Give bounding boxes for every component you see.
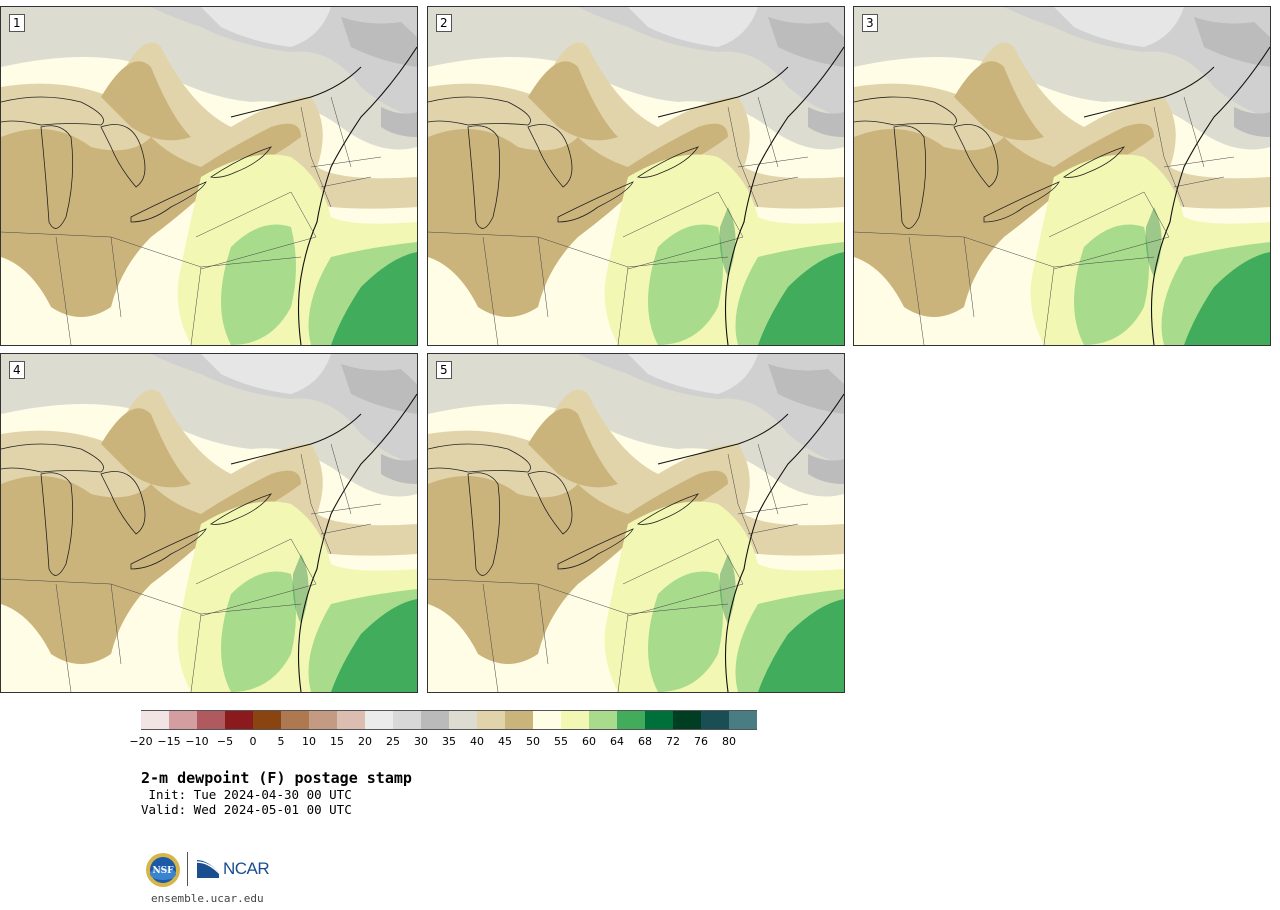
colorbar-swatch [281,710,309,730]
colorbar-swatch [505,710,533,730]
colorbar-swatch [337,710,365,730]
colorbar-swatch [701,710,729,730]
colorbar-swatch [645,710,673,730]
colorbar-tick-label: −5 [216,735,234,748]
colorbar-tick-label: −10 [185,735,209,748]
colorbar-tick-label: 55 [554,735,568,748]
colorbar-swatch [533,710,561,730]
dewpoint-map [854,7,1270,345]
dewpoint-map [428,354,844,692]
colorbar-tick-label: −20 [129,735,153,748]
map-panel-4: 4 [0,353,418,693]
dewpoint-map [1,354,417,692]
colorbar-swatch [421,710,449,730]
website-url: ensemble.ucar.edu [151,892,264,905]
chart-title: 2-m dewpoint (F) postage stamp [141,769,412,787]
map-panel-2: 2 [427,6,845,346]
dewpoint-map [428,7,844,345]
colorbar-tick-label: 76 [694,735,708,748]
colorbar-swatch [141,710,169,730]
colorbar-tick-label: 30 [414,735,428,748]
colorbar-tick-label: 10 [302,735,316,748]
svg-text:NSF: NSF [152,866,174,876]
colorbar-swatch [197,710,225,730]
colorbar-swatch [449,710,477,730]
colorbar-tick-label: 0 [249,735,257,748]
panel-label: 1 [9,14,25,32]
panel-label: 5 [436,361,452,379]
dewpoint-map [1,7,417,345]
colorbar-swatch [589,710,617,730]
colorbar-swatch [393,710,421,730]
colorbar-tick-label: 35 [442,735,456,748]
colorbar-swatch [225,710,253,730]
colorbar-tick-label: 50 [526,735,540,748]
logos: NSF NCAR [145,850,285,890]
valid-time: Valid: Wed 2024-05-01 00 UTC [141,802,352,817]
logo-divider [187,852,188,886]
colorbar-tick-label: 20 [358,735,372,748]
colorbar-tick-label: 64 [610,735,624,748]
colorbar-tick-label: 68 [638,735,652,748]
panel-label: 4 [9,361,25,379]
nsf-logo: NSF [146,853,180,887]
init-time: Init: Tue 2024-04-30 00 UTC [141,787,352,802]
colorbar-tick-label: 40 [470,735,484,748]
colorbar-ticks: −20 −15 −10 −5 0 5 10 15 20 25 30 35 40 45 50 55 60 64 68 7… [129,735,781,749]
colorbar-swatch [617,710,645,730]
colorbar-swatch [673,710,701,730]
colorbar-tick-label: 60 [582,735,596,748]
colorbar-swatch [365,710,393,730]
colorbar [141,710,757,730]
colorbar-swatch [561,710,589,730]
panel-label: 2 [436,14,452,32]
panel-label: 3 [862,14,878,32]
colorbar-tick-label: 72 [666,735,680,748]
map-panel-1: 1 [0,6,418,346]
colorbar-swatch [309,710,337,730]
colorbar-tick-label: 5 [277,735,285,748]
map-panel-5: 5 [427,353,845,693]
map-panel-3: 3 [853,6,1271,346]
colorbar-tick-label: 25 [386,735,400,748]
colorbar-swatch [477,710,505,730]
colorbar-tick-label: 15 [330,735,344,748]
colorbar-swatch [729,710,757,730]
ncar-logo: NCAR [197,858,277,880]
colorbar-tick-label: 80 [722,735,736,748]
colorbar-tick-label: −15 [157,735,181,748]
colorbar-swatch [169,710,197,730]
colorbar-swatch [253,710,281,730]
colorbar-tick-label: 45 [498,735,512,748]
